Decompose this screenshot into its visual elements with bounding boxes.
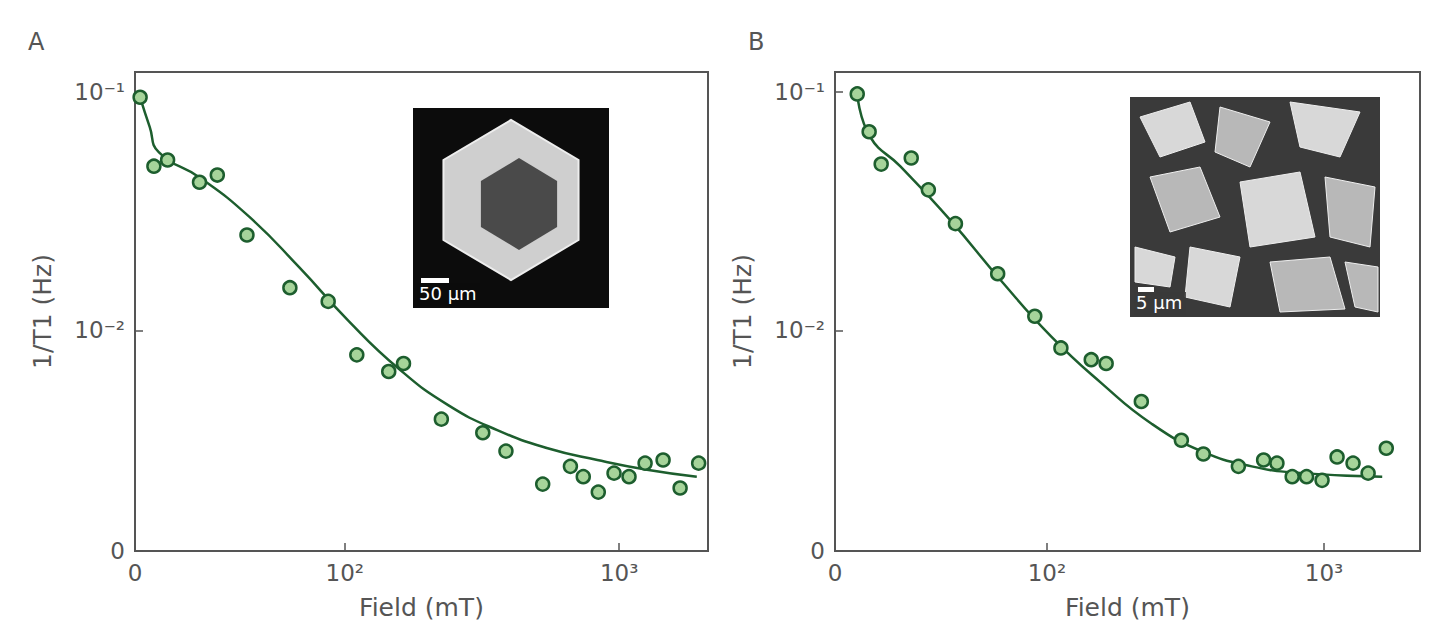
svg-text:0: 0	[128, 560, 143, 586]
svg-text:10³: 10³	[1305, 560, 1344, 586]
svg-text:10²: 10²	[1028, 560, 1067, 586]
svg-text:Field (mT): Field (mT)	[359, 593, 484, 622]
svg-text:0: 0	[110, 538, 125, 564]
svg-text:1/T1 (Hz): 1/T1 (Hz)	[28, 254, 57, 369]
svg-text:B: B	[748, 28, 764, 56]
svg-text:0: 0	[828, 560, 843, 586]
svg-text:10⁻¹: 10⁻¹	[774, 79, 825, 105]
svg-text:10⁻²: 10⁻²	[774, 317, 825, 343]
svg-text:Field (mT): Field (mT)	[1065, 593, 1190, 622]
svg-text:1/T1 (Hz): 1/T1 (Hz)	[728, 254, 757, 369]
svg-text:A: A	[28, 28, 45, 56]
svg-text:10³: 10³	[600, 560, 639, 586]
svg-text:10²: 10²	[326, 560, 365, 586]
svg-text:5 µm: 5 µm	[1136, 292, 1182, 313]
svg-text:10⁻²: 10⁻²	[74, 317, 125, 343]
svg-text:10⁻¹: 10⁻¹	[74, 79, 125, 105]
svg-text:0: 0	[810, 538, 825, 564]
svg-text:50 µm: 50 µm	[419, 283, 477, 304]
